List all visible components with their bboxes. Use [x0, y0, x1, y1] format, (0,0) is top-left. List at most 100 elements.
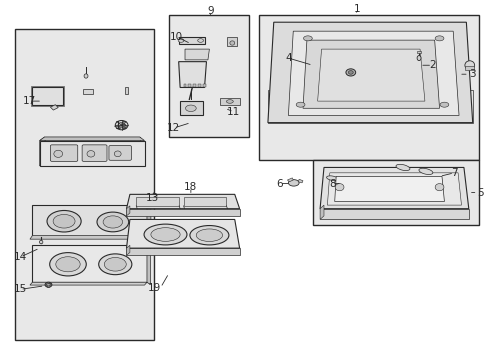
- Text: 5: 5: [477, 188, 483, 198]
- Text: 4: 4: [285, 53, 291, 63]
- Ellipse shape: [87, 150, 95, 157]
- Text: 13: 13: [145, 193, 159, 203]
- Polygon shape: [40, 137, 144, 140]
- Ellipse shape: [50, 253, 86, 276]
- Text: 15: 15: [14, 284, 27, 294]
- Ellipse shape: [56, 257, 80, 272]
- Ellipse shape: [151, 228, 180, 241]
- Ellipse shape: [345, 69, 355, 76]
- Ellipse shape: [229, 41, 234, 45]
- Ellipse shape: [418, 168, 432, 175]
- Bar: [178, 37, 205, 44]
- Text: 19: 19: [147, 283, 160, 293]
- Polygon shape: [303, 40, 439, 108]
- Ellipse shape: [416, 55, 420, 60]
- Text: 18: 18: [184, 182, 197, 192]
- Polygon shape: [220, 98, 239, 105]
- Polygon shape: [320, 205, 324, 220]
- Polygon shape: [288, 31, 458, 116]
- Bar: [203, 84, 205, 87]
- Polygon shape: [30, 282, 147, 285]
- Text: 2: 2: [428, 60, 435, 70]
- Polygon shape: [267, 22, 472, 123]
- Polygon shape: [32, 244, 147, 282]
- Ellipse shape: [185, 105, 196, 112]
- Text: 8: 8: [328, 179, 335, 189]
- Text: 7: 7: [450, 168, 457, 178]
- Ellipse shape: [99, 254, 132, 275]
- Ellipse shape: [45, 282, 52, 287]
- Text: 6: 6: [276, 179, 283, 189]
- Ellipse shape: [118, 122, 125, 128]
- Ellipse shape: [84, 74, 88, 78]
- Polygon shape: [178, 62, 206, 87]
- Text: 10: 10: [169, 32, 183, 41]
- Text: 11: 11: [227, 107, 240, 117]
- Bar: [168, 15, 249, 137]
- Ellipse shape: [196, 229, 222, 242]
- Bar: [136, 197, 179, 206]
- Bar: [259, 15, 478, 160]
- Ellipse shape: [114, 151, 121, 157]
- Bar: [312, 160, 478, 225]
- Polygon shape: [287, 178, 293, 182]
- Bar: [227, 37, 237, 45]
- Text: 12: 12: [167, 123, 180, 133]
- Polygon shape: [50, 105, 58, 110]
- Polygon shape: [320, 167, 468, 209]
- Text: 14: 14: [14, 252, 27, 262]
- Bar: [31, 86, 64, 106]
- Polygon shape: [126, 245, 130, 255]
- Text: 17: 17: [22, 96, 36, 106]
- Polygon shape: [44, 137, 140, 162]
- Polygon shape: [126, 209, 239, 216]
- Polygon shape: [40, 137, 44, 166]
- FancyBboxPatch shape: [109, 145, 131, 160]
- Polygon shape: [126, 206, 130, 216]
- Bar: [193, 84, 196, 87]
- Ellipse shape: [434, 184, 443, 191]
- Ellipse shape: [178, 39, 183, 42]
- Ellipse shape: [434, 36, 443, 41]
- Ellipse shape: [144, 224, 186, 245]
- Bar: [183, 197, 226, 206]
- Text: 3: 3: [468, 69, 474, 79]
- Text: 9: 9: [206, 6, 213, 17]
- Polygon shape: [147, 244, 150, 285]
- Polygon shape: [147, 205, 151, 238]
- Polygon shape: [317, 49, 424, 101]
- Ellipse shape: [439, 102, 448, 107]
- Polygon shape: [126, 220, 239, 248]
- Ellipse shape: [395, 164, 409, 171]
- Ellipse shape: [197, 39, 203, 42]
- Polygon shape: [180, 101, 203, 116]
- Ellipse shape: [97, 212, 128, 232]
- Ellipse shape: [348, 178, 362, 184]
- Bar: [125, 87, 128, 94]
- Polygon shape: [30, 235, 147, 239]
- Polygon shape: [184, 49, 209, 60]
- Polygon shape: [40, 140, 144, 166]
- Polygon shape: [40, 162, 144, 166]
- FancyBboxPatch shape: [82, 145, 107, 161]
- Text: 1: 1: [353, 4, 359, 14]
- Ellipse shape: [47, 283, 50, 286]
- Polygon shape: [32, 205, 147, 235]
- Polygon shape: [267, 90, 472, 123]
- Bar: [416, 51, 420, 53]
- Bar: [183, 84, 186, 87]
- Polygon shape: [320, 209, 468, 220]
- Ellipse shape: [54, 150, 62, 157]
- Bar: [188, 84, 191, 87]
- Ellipse shape: [464, 61, 474, 70]
- Ellipse shape: [40, 240, 43, 244]
- Ellipse shape: [103, 216, 122, 228]
- FancyBboxPatch shape: [50, 145, 78, 161]
- Bar: [82, 89, 93, 94]
- Bar: [198, 84, 201, 87]
- Bar: [465, 66, 473, 69]
- Polygon shape: [334, 176, 444, 202]
- Ellipse shape: [288, 180, 299, 186]
- Ellipse shape: [303, 36, 312, 41]
- Bar: [32, 87, 62, 105]
